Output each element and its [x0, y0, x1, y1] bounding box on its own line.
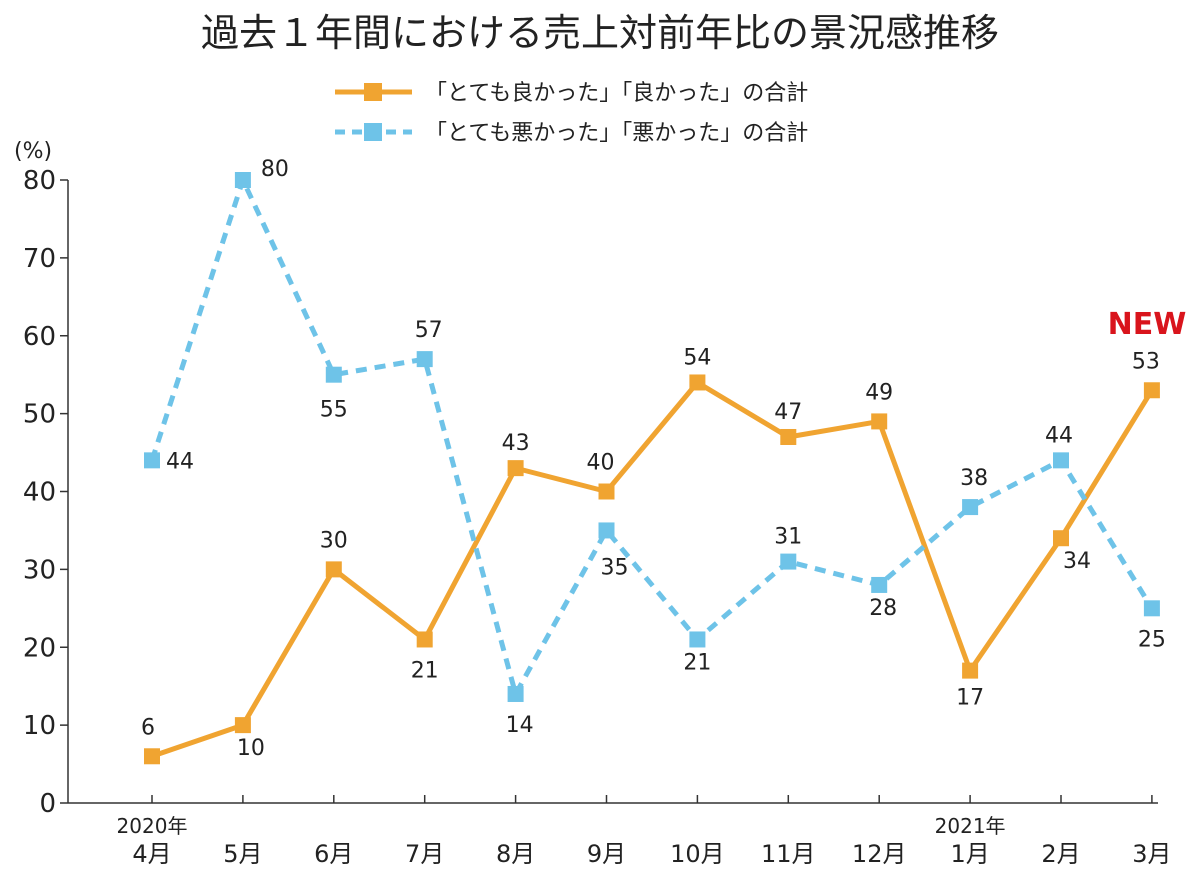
series-line — [149, 177, 1155, 697]
data-label: 21 — [411, 658, 439, 683]
series-good — [144, 374, 1160, 765]
x-tick-label: 8月 — [496, 840, 535, 868]
data-label: 44 — [1045, 423, 1073, 448]
data-point — [416, 351, 433, 368]
x-tick-label: 1月 — [950, 840, 989, 868]
data-point — [144, 452, 160, 469]
y-tick-label: 60 — [23, 322, 56, 352]
x-tick-label: 3月 — [1132, 840, 1171, 868]
data-label: 14 — [506, 713, 534, 738]
y-tick-label: 40 — [23, 478, 56, 508]
data-point — [1143, 382, 1160, 399]
x-tick-label: 11月 — [761, 840, 816, 868]
legend-label-bad: 「とても悪かった」「悪かった」の合計 — [425, 121, 808, 146]
data-label: 43 — [502, 431, 530, 456]
data-point — [1053, 530, 1069, 547]
legend-marker-good — [364, 83, 382, 101]
data-label: 54 — [683, 345, 711, 370]
x-tick-label: 5月 — [223, 840, 262, 868]
y-tick-label: 0 — [39, 789, 56, 819]
data-point — [598, 522, 615, 539]
data-point — [507, 460, 524, 477]
data-point — [234, 717, 251, 734]
data-labels: 6 10 30 21 43 40 54 47 49 17 34 53 44 80 55 57 14 35 21 31 2… — [141, 157, 1166, 761]
x-year-label: 2021年 — [935, 814, 1006, 838]
y-ticks: 0 10 20 30 40 50 60 70 80 — [23, 166, 68, 819]
data-point — [871, 413, 888, 430]
data-label: 55 — [320, 398, 348, 423]
x-tick-label: 9月 — [587, 840, 626, 868]
data-point — [234, 172, 251, 188]
data-label: 10 — [237, 736, 265, 761]
data-label: 49 — [865, 380, 893, 405]
data-label: 53 — [1132, 349, 1160, 374]
data-label: 6 — [141, 715, 155, 740]
data-label: 44 — [166, 449, 194, 474]
x-tick-label: 10月 — [670, 840, 725, 868]
x-ticks: 4月 5月 6月 7月 8月 9月 10月 11月 12月 1月 2月 3月 2020年 2021年 — [117, 795, 1172, 868]
series-line — [151, 379, 1155, 759]
y-tick-label: 70 — [23, 244, 56, 274]
series-layer — [144, 172, 1160, 765]
x-tick-label: 6月 — [314, 840, 353, 868]
legend: 「とても良かった」「良かった」の合計 「とても悪かった」「悪かった」の合計 — [335, 81, 808, 146]
x-tick-label: 12月 — [852, 840, 907, 868]
data-point — [325, 561, 342, 578]
x-tick-label: 4月 — [132, 840, 171, 868]
data-label: 17 — [956, 686, 984, 711]
x-tick-label: 7月 — [405, 840, 444, 868]
data-point — [689, 374, 706, 391]
data-point — [780, 553, 797, 570]
y-tick-label: 20 — [23, 633, 56, 663]
data-point — [962, 499, 979, 516]
y-axis-unit: (%) — [14, 139, 52, 164]
data-label: 25 — [1138, 627, 1166, 652]
new-annotation: NEW — [1108, 307, 1187, 342]
data-label: 80 — [261, 157, 289, 182]
data-label: 21 — [683, 650, 711, 675]
y-tick-label: 50 — [23, 400, 56, 430]
data-point — [325, 366, 342, 383]
y-tick-label: 10 — [23, 711, 56, 741]
data-label: 35 — [601, 555, 629, 580]
series-bad — [144, 172, 1160, 702]
y-tick-label: 80 — [23, 166, 56, 196]
data-label: 47 — [774, 400, 802, 425]
data-label: 28 — [869, 596, 897, 621]
data-point — [416, 631, 433, 648]
legend-marker-bad — [364, 123, 382, 141]
legend-item-bad: 「とても悪かった」「悪かった」の合計 — [335, 121, 808, 146]
data-point — [1053, 452, 1069, 469]
data-point — [507, 685, 524, 702]
data-point — [689, 631, 706, 648]
data-point — [598, 483, 615, 500]
legend-label-good: 「とても良かった」「良かった」の合計 — [425, 81, 808, 106]
data-point — [780, 428, 797, 445]
x-year-label: 2020年 — [117, 814, 188, 838]
y-tick-label: 30 — [23, 555, 56, 585]
data-point — [871, 576, 888, 593]
data-label: 30 — [320, 528, 348, 553]
data-label: 38 — [960, 466, 988, 491]
x-tick-label: 2月 — [1041, 840, 1080, 868]
data-label: 57 — [415, 318, 443, 343]
data-label: 31 — [774, 525, 802, 550]
data-point — [1143, 600, 1160, 617]
legend-item-good: 「とても良かった」「良かった」の合計 — [335, 81, 808, 106]
chart-title: 過去１年間における売上対前年比の景況感推移 — [201, 11, 999, 55]
data-point — [962, 662, 979, 679]
data-label: 34 — [1063, 549, 1091, 574]
data-point — [144, 748, 160, 765]
data-label: 40 — [587, 451, 615, 476]
